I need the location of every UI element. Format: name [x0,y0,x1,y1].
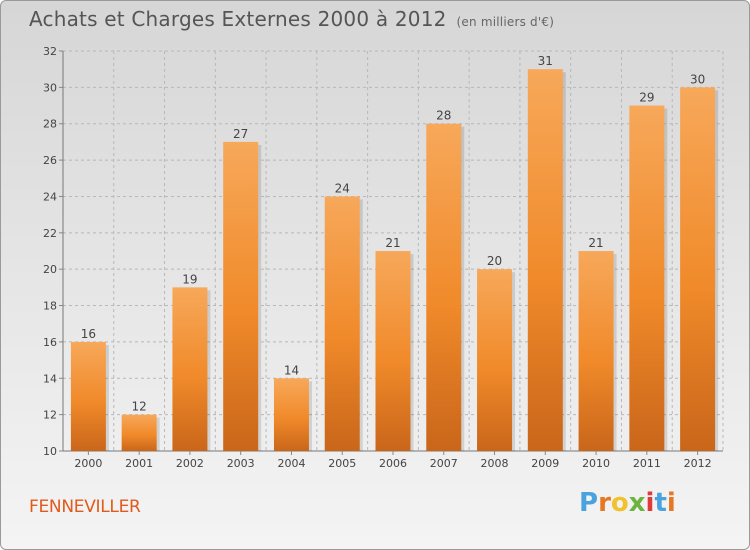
bar-value-label: 28 [436,109,451,123]
y-tick-label: 18 [43,300,57,313]
x-tick-label: 2011 [633,457,661,470]
logo-letter: r [598,488,611,518]
y-tick-label: 28 [43,118,57,131]
bar-value-label: 16 [81,327,96,341]
bar [70,341,106,451]
bar [223,141,259,451]
bar [477,269,513,451]
x-tick-label: 2009 [531,457,559,470]
x-tick-label: 2000 [74,457,102,470]
y-tick-label: 14 [43,372,57,385]
y-tick-label: 16 [43,336,57,349]
logo-letter: i [645,488,655,518]
chart-title: Achats et Charges Externes 2000 à 2012 (e… [29,7,554,31]
x-tick-label: 2010 [582,457,610,470]
x-tick-label: 2008 [481,457,509,470]
y-tick-label: 32 [43,45,57,58]
bar-value-label: 12 [132,400,147,414]
commune-name: FENNEVILLER [29,497,141,517]
logo-letter: i [666,488,676,518]
bar [578,251,614,451]
x-tick-label: 2006 [379,457,407,470]
bar-value-label: 27 [233,127,248,141]
bar-value-label: 21 [588,236,603,250]
x-tick-label: 2001 [125,457,153,470]
x-tick-label: 2004 [277,457,305,470]
bar [680,87,716,451]
y-tick-label: 10 [43,445,57,458]
bar [426,123,462,452]
bar-value-label: 19 [182,272,197,286]
bar [629,105,665,451]
bar-value-label: 29 [639,91,654,105]
y-tick-label: 12 [43,409,57,422]
title-text: Achats et Charges Externes 2000 à 2012 [29,7,447,31]
proxiti-logo: Proxiti [579,488,676,518]
logo-letter: t [654,488,667,518]
bar-value-label: 21 [385,236,400,250]
x-tick-label: 2012 [684,457,712,470]
bar-value-label: 24 [335,181,350,195]
x-tick-label: 2002 [176,457,204,470]
chart-subtitle: (en milliers d'€) [456,15,555,29]
bar [324,196,360,451]
bar [172,287,208,451]
bar [375,251,411,451]
logo-letter: x [628,488,646,518]
y-tick-label: 24 [43,190,57,203]
bar-value-label: 31 [538,54,553,68]
bar-value-label: 14 [284,363,299,377]
bar [273,378,309,451]
x-tick-label: 2005 [328,457,356,470]
bar-value-label: 20 [487,254,502,268]
y-tick-label: 26 [43,154,57,167]
y-tick-label: 30 [43,81,57,94]
logo-letter: P [579,488,599,518]
bar [121,414,157,451]
x-tick-label: 2007 [430,457,458,470]
bar-value-label: 30 [690,72,705,86]
logo-letter: o [610,488,629,518]
y-tick-label: 22 [43,227,57,240]
y-tick-label: 20 [43,263,57,276]
x-tick-label: 2003 [227,457,255,470]
bar [527,69,563,451]
